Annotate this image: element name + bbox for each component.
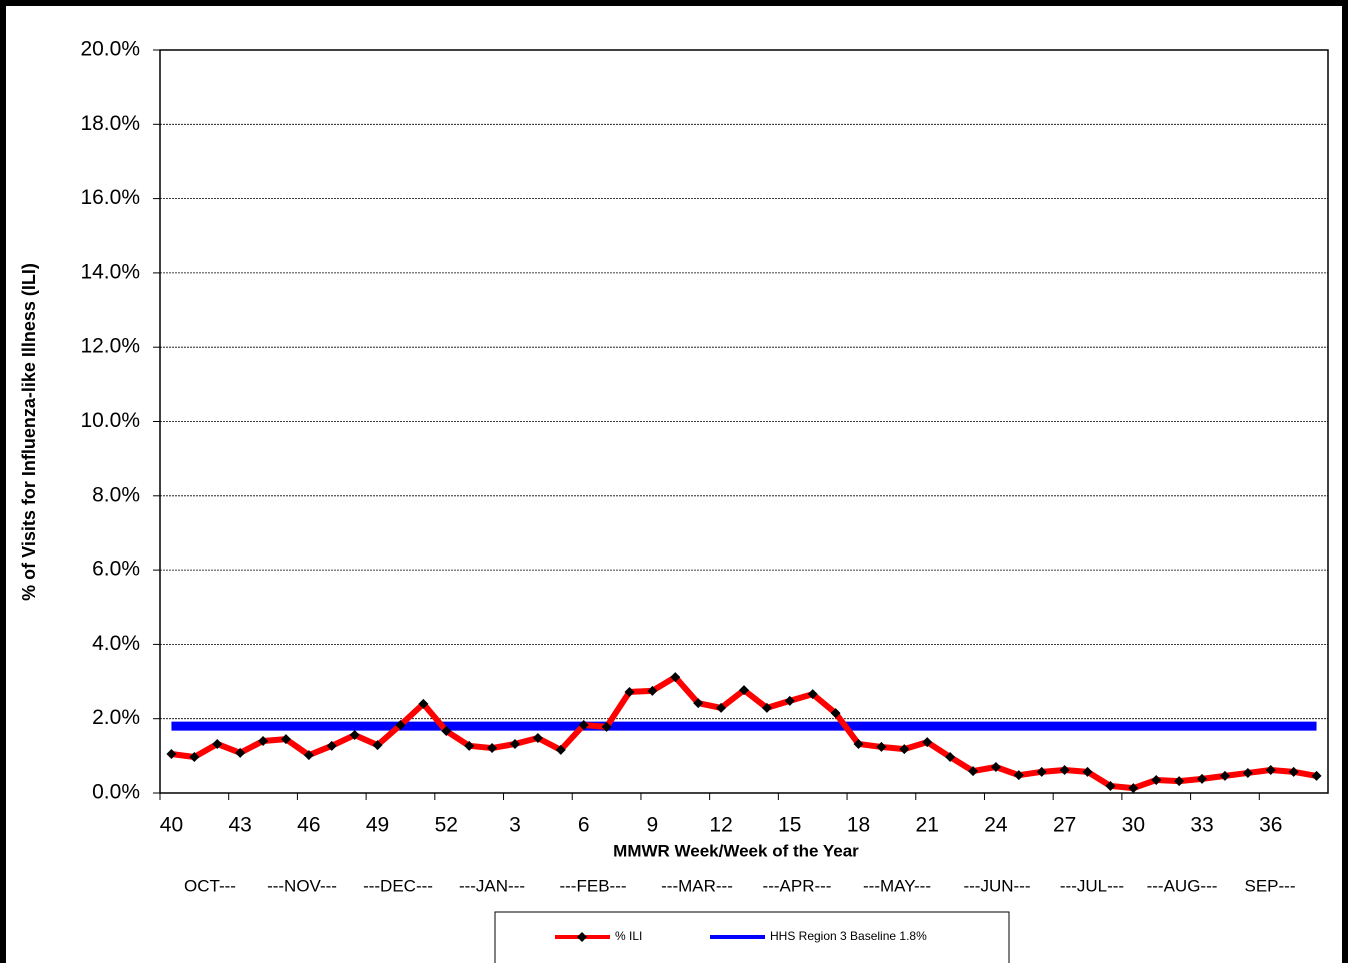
x-tick-label: 15: [778, 814, 801, 837]
marker: [1197, 773, 1208, 784]
legend-label: HHS Region 3 Baseline 1.8%: [770, 929, 927, 943]
x-tick-label: 40: [160, 814, 183, 837]
y-tick-label: 10.0%: [80, 409, 140, 432]
marker: [212, 738, 223, 749]
x-tick-label: 3: [509, 814, 521, 837]
marker: [532, 733, 543, 744]
x-tick-label: 24: [984, 814, 1008, 837]
marker: [578, 720, 589, 731]
legend-marker: [577, 932, 587, 942]
marker: [784, 695, 795, 706]
marker: [1265, 764, 1276, 775]
month-label: SEP---: [1245, 876, 1296, 895]
x-tick-label: 27: [1053, 814, 1076, 837]
marker: [326, 740, 337, 751]
marker: [441, 725, 452, 736]
marker: [761, 702, 772, 713]
month-label: ---MAR---: [661, 876, 733, 895]
x-tick-label: 52: [435, 814, 458, 837]
marker: [716, 702, 727, 713]
marker: [1059, 764, 1070, 775]
x-tick-label: 12: [709, 814, 732, 837]
marker: [189, 751, 200, 762]
month-label: ---FEB---: [559, 876, 626, 895]
y-tick-label: 8.0%: [92, 483, 140, 506]
x-tick-label: 21: [916, 814, 939, 837]
marker: [876, 741, 887, 752]
x-tick-label: 36: [1259, 814, 1282, 837]
marker: [280, 734, 291, 745]
y-axis-title: % of Visits for Influenza-like Illness (…: [19, 263, 39, 601]
marker: [395, 720, 406, 731]
month-label: OCT---: [184, 876, 236, 895]
marker: [509, 738, 520, 749]
marker: [1105, 780, 1116, 791]
marker: [1174, 776, 1185, 787]
month-label: ---AUG---: [1147, 876, 1218, 895]
marker: [1242, 767, 1253, 778]
marker: [555, 744, 566, 755]
y-tick-label: 6.0%: [92, 558, 140, 581]
y-tick-label: 14.0%: [80, 260, 140, 283]
marker: [1128, 783, 1139, 794]
month-label: ---JAN---: [459, 876, 525, 895]
month-label: ---NOV---: [267, 876, 337, 895]
marker: [1219, 770, 1230, 781]
x-tick-label: 49: [366, 814, 389, 837]
x-tick-label: 9: [647, 814, 659, 837]
marker: [968, 766, 979, 777]
y-tick-label: 4.0%: [92, 632, 140, 655]
x-tick-label: 43: [228, 814, 251, 837]
marker: [235, 747, 246, 758]
marker: [807, 689, 818, 700]
x-tick-label: 6: [578, 814, 590, 837]
x-tick-label: 46: [297, 814, 320, 837]
plot-area: [159, 49, 1329, 794]
marker: [1036, 766, 1047, 777]
month-label: ---APR---: [763, 876, 832, 895]
marker: [1013, 770, 1024, 781]
marker: [990, 761, 1001, 772]
month-label: ---MAY---: [863, 876, 931, 895]
marker: [166, 748, 177, 759]
legend-label: % ILI: [615, 929, 642, 943]
marker: [693, 698, 704, 709]
x-tick-label: 30: [1122, 814, 1145, 837]
y-tick-label: 2.0%: [92, 706, 140, 729]
marker: [739, 685, 749, 696]
x-axis-title: MMWR Week/Week of the Year: [613, 841, 859, 860]
x-tick-label: 18: [847, 814, 870, 837]
marker: [303, 750, 314, 761]
marker: [349, 730, 360, 741]
marker: [647, 685, 658, 696]
y-tick-label: 12.0%: [80, 335, 140, 358]
y-tick-label: 18.0%: [80, 112, 140, 135]
y-tick-label: 16.0%: [80, 186, 140, 209]
y-tick-label: 20.0%: [80, 38, 140, 61]
x-tick-label: 33: [1190, 814, 1213, 837]
marker: [624, 686, 635, 697]
marker: [922, 737, 933, 748]
marker: [899, 744, 910, 755]
marker: [418, 698, 429, 709]
month-label: ---JUN---: [963, 876, 1030, 895]
marker: [1311, 770, 1322, 781]
marker: [830, 708, 841, 719]
marker: [853, 738, 864, 749]
marker: [464, 740, 475, 751]
y-tick-label: 0.0%: [92, 781, 140, 804]
month-label: ---DEC---: [363, 876, 433, 895]
marker: [487, 743, 498, 754]
marker: [945, 751, 956, 762]
marker: [1082, 766, 1093, 777]
marker: [372, 740, 383, 751]
marker: [1288, 766, 1299, 777]
marker: [670, 672, 681, 683]
month-label: ---JUL---: [1060, 876, 1124, 895]
marker: [258, 735, 269, 746]
marker: [601, 721, 612, 732]
marker: [1151, 774, 1162, 785]
